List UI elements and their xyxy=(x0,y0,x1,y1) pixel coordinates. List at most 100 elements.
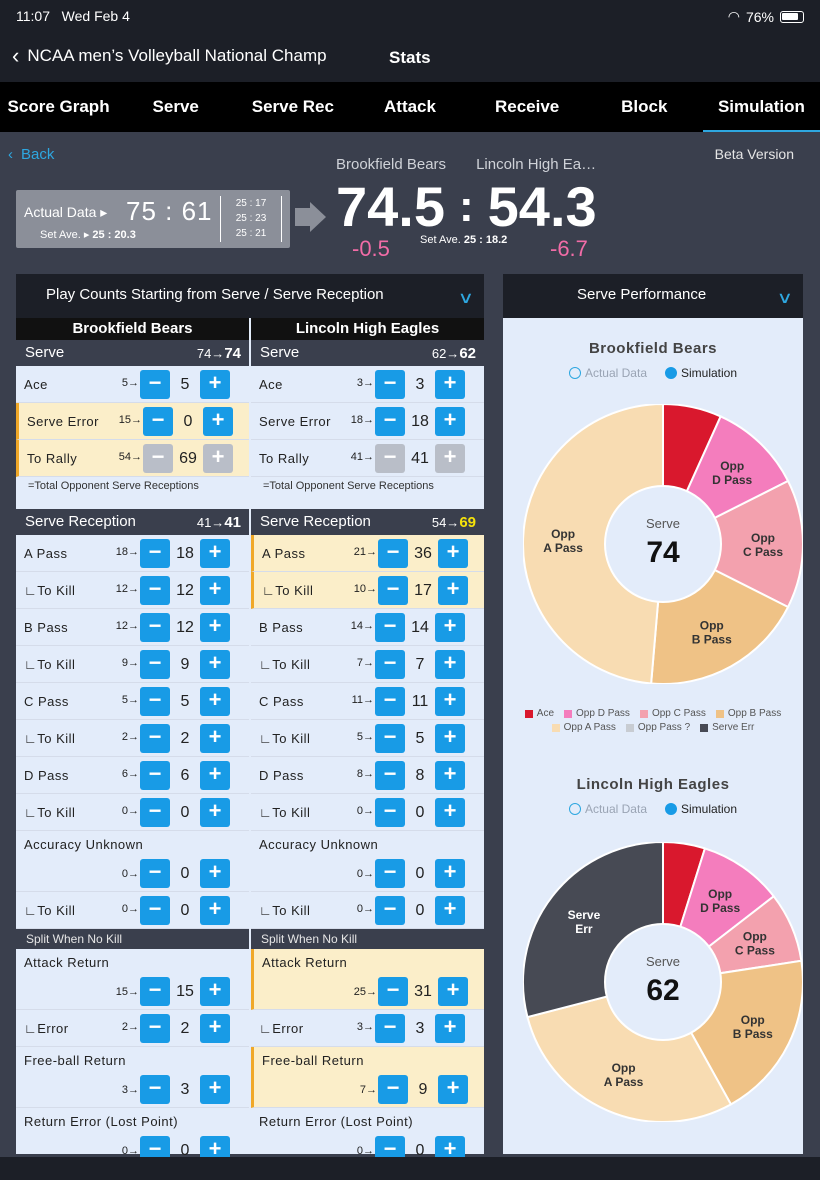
increment-button[interactable]: + xyxy=(200,1075,230,1104)
decrement-button[interactable]: − xyxy=(378,1075,408,1104)
legend-simulation[interactable]: Simulation xyxy=(665,366,737,380)
count-row: Attack Return 15→ −15 + xyxy=(16,949,249,1010)
nav-back-button[interactable]: ‹ NCAA men’s Volleyball National Champ xyxy=(12,45,327,67)
decrement-button[interactable]: − xyxy=(140,798,170,827)
increment-button[interactable]: + xyxy=(200,576,230,605)
increment-button[interactable]: + xyxy=(200,724,230,753)
decrement-button[interactable]: − xyxy=(140,977,170,1006)
increment-button[interactable]: + xyxy=(200,370,230,399)
row-actual: 0→ xyxy=(356,1145,374,1157)
chart-title-home: Brookfield Bears xyxy=(588,340,718,357)
decrement-button[interactable]: − xyxy=(140,613,170,642)
increment-button[interactable]: + xyxy=(435,896,465,925)
row-label: ∟To Kill xyxy=(24,583,76,598)
legend-actual[interactable]: Actual Data xyxy=(568,802,647,816)
increment-button[interactable]: + xyxy=(200,896,230,925)
decrement-button[interactable]: − xyxy=(140,576,170,605)
increment-button[interactable]: + xyxy=(435,761,465,790)
decrement-button[interactable]: − xyxy=(375,687,405,716)
row-label: ∟Error xyxy=(259,1021,304,1036)
increment-button[interactable]: + xyxy=(200,539,230,568)
decrement-button[interactable]: − xyxy=(140,859,170,888)
play-counts-header[interactable]: Play Counts Starting from Serve / Serve … xyxy=(16,274,484,318)
decrement-button[interactable]: − xyxy=(140,650,170,679)
decrement-button[interactable]: − xyxy=(375,1014,405,1043)
decrement-button[interactable]: − xyxy=(140,724,170,753)
tab-receive[interactable]: Receive xyxy=(494,97,560,116)
increment-button[interactable]: + xyxy=(200,761,230,790)
decrement-button[interactable]: − xyxy=(375,650,405,679)
increment-button[interactable]: + xyxy=(200,650,230,679)
tab-score-graph[interactable]: Score Graph xyxy=(7,97,110,116)
decrement-button[interactable]: − xyxy=(375,724,405,753)
increment-button[interactable]: + xyxy=(435,798,465,827)
increment-button[interactable]: + xyxy=(200,613,230,642)
tab-block[interactable]: Block xyxy=(621,97,668,116)
center-label: Serve xyxy=(646,954,680,969)
decrement-button[interactable]: − xyxy=(140,896,170,925)
decrement-button[interactable]: − xyxy=(375,370,405,399)
decrement-button[interactable]: − xyxy=(143,407,173,436)
decrement-button[interactable]: − xyxy=(140,761,170,790)
decrement-button[interactable]: − xyxy=(375,896,405,925)
tab-simulation[interactable]: Simulation xyxy=(702,82,820,134)
row-actual: 3→ xyxy=(121,1084,139,1096)
increment-button[interactable]: + xyxy=(200,977,230,1006)
decrement-button[interactable]: − xyxy=(375,798,405,827)
increment-button[interactable]: + xyxy=(435,407,465,436)
increment-button[interactable]: + xyxy=(203,407,233,436)
increment-button[interactable]: + xyxy=(200,798,230,827)
legend-simulation[interactable]: Simulation xyxy=(665,802,737,816)
split-header: Split When No Kill xyxy=(16,929,249,949)
decrement-button[interactable]: − xyxy=(378,539,408,568)
reception-section: Serve Reception 41→41 xyxy=(16,509,249,535)
row-label: ∟To Kill xyxy=(259,657,311,672)
increment-button[interactable]: + xyxy=(435,444,465,473)
decrement-button[interactable]: − xyxy=(140,1075,170,1104)
count-row: Ace 5→ −5 + xyxy=(16,366,249,403)
decrement-button[interactable]: − xyxy=(140,370,170,399)
increment-button[interactable]: + xyxy=(203,444,233,473)
tab-serve-rec[interactable]: Serve Rec xyxy=(251,97,334,116)
serve-performance-header[interactable]: Serve Performance ∨ xyxy=(503,274,803,318)
back-link[interactable]: ‹ Back xyxy=(8,146,54,163)
stepper-value: 6 xyxy=(180,767,190,784)
increment-button[interactable]: + xyxy=(200,687,230,716)
increment-button[interactable]: + xyxy=(438,539,468,568)
decrement-button[interactable]: − xyxy=(375,859,405,888)
legend-item: Opp Pass ? xyxy=(625,722,690,733)
increment-button[interactable]: + xyxy=(200,859,230,888)
decrement-button[interactable]: − xyxy=(375,613,405,642)
increment-button[interactable]: + xyxy=(435,687,465,716)
tab-attack[interactable]: Attack xyxy=(384,97,436,116)
value-stepper: −0 + xyxy=(140,859,230,888)
tab-serve[interactable]: Serve xyxy=(152,97,199,116)
increment-button[interactable]: + xyxy=(435,1014,465,1043)
decrement-button[interactable]: − xyxy=(140,1014,170,1043)
legend-actual[interactable]: Actual Data xyxy=(568,366,647,380)
increment-button[interactable]: + xyxy=(438,576,468,605)
increment-button[interactable]: + xyxy=(435,724,465,753)
decrement-button[interactable]: − xyxy=(378,576,408,605)
increment-button[interactable]: + xyxy=(438,977,468,1006)
decrement-button[interactable]: − xyxy=(140,539,170,568)
increment-button[interactable]: + xyxy=(435,650,465,679)
increment-button[interactable]: + xyxy=(435,370,465,399)
decrement-button[interactable]: − xyxy=(375,761,405,790)
increment-button[interactable]: + xyxy=(435,859,465,888)
decrement-button[interactable]: − xyxy=(378,977,408,1006)
increment-button[interactable]: + xyxy=(438,1075,468,1104)
stepper-value: 0 xyxy=(415,1142,425,1159)
count-row: ∟To Kill 7→ −7 + xyxy=(251,646,484,683)
decrement-button[interactable]: − xyxy=(375,444,405,473)
decrement-button[interactable]: − xyxy=(143,444,173,473)
chevron-down-icon[interactable]: ∨ xyxy=(776,290,794,307)
increment-button[interactable]: + xyxy=(200,1014,230,1043)
wifi-icon: ◠ xyxy=(727,8,740,24)
decrement-button[interactable]: − xyxy=(375,407,405,436)
value-stepper: −0 + xyxy=(140,798,230,827)
decrement-button[interactable]: − xyxy=(140,687,170,716)
row-actual: 0→ xyxy=(121,1145,139,1157)
increment-button[interactable]: + xyxy=(435,613,465,642)
chevron-down-icon[interactable]: ∨ xyxy=(457,290,475,307)
